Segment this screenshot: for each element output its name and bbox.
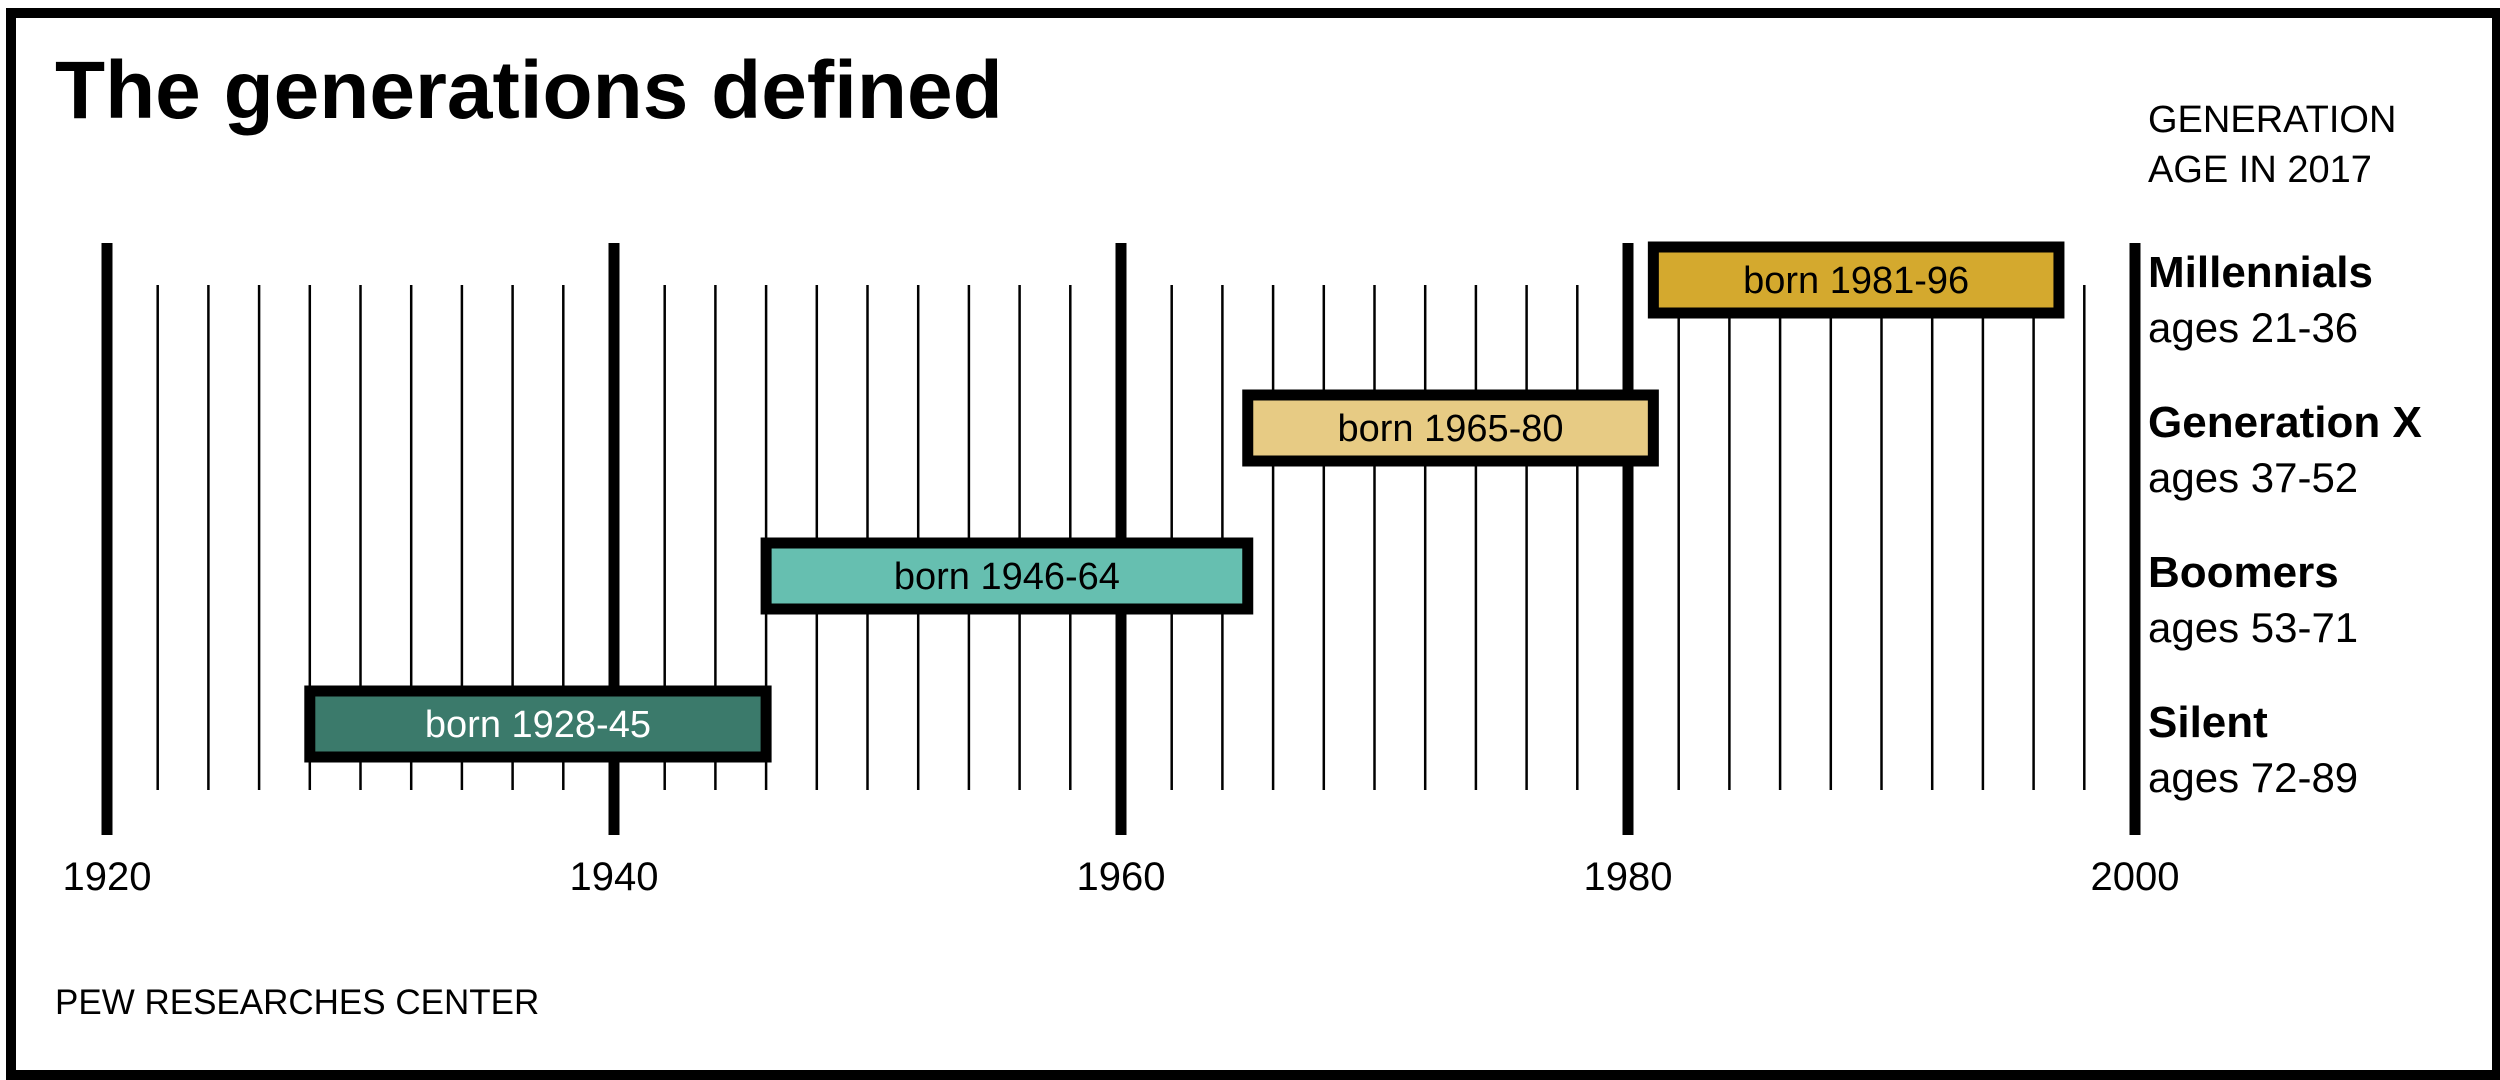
generation-name: Boomers [2148,548,2339,597]
x-tick-label: 1920 [63,855,152,899]
generation-name: Silent [2148,698,2268,747]
generation-ages: ages 37-52 [2148,454,2358,501]
chart-title: The generations defined [55,45,1003,136]
bar-label: born 1946-64 [894,556,1120,598]
x-tick-label: 1960 [1077,855,1166,899]
bar-label: born 1981-96 [1743,260,1969,302]
bar-label: born 1965-80 [1338,408,1564,450]
generation-bars: born 1981-96 born 1965-80 born 1946-64 born… [304,241,2065,763]
generation-ages: ages 72-89 [2148,754,2358,801]
generation-ages: ages 53-71 [2148,604,2358,651]
x-tick-label: 1940 [570,855,659,899]
generation-name: Generation X [2148,398,2422,447]
column-header-age: AGE IN 2017 [2148,149,2372,191]
bar-millennials [1647,241,2065,319]
bar-generation-x [1242,389,1659,467]
column-header-generation: GENERATION [2148,99,2396,141]
x-tick-label: 2000 [2091,855,2180,899]
generation-labels: Millennials ages 21-36 Generation X ages 37… [2148,248,2422,801]
generation-name: Millennials [2148,248,2373,297]
bar-boomers [760,537,1254,615]
x-tick-label: 1980 [1584,855,1673,899]
generation-ages: ages 21-36 [2148,304,2358,351]
bar-label: born 1928-45 [425,704,651,746]
bar-silent [304,685,772,763]
year-axis: 1920 1940 1960 1980 2000 [63,855,2180,899]
source-note: PEW RESEARCHES CENTER [55,983,539,1022]
